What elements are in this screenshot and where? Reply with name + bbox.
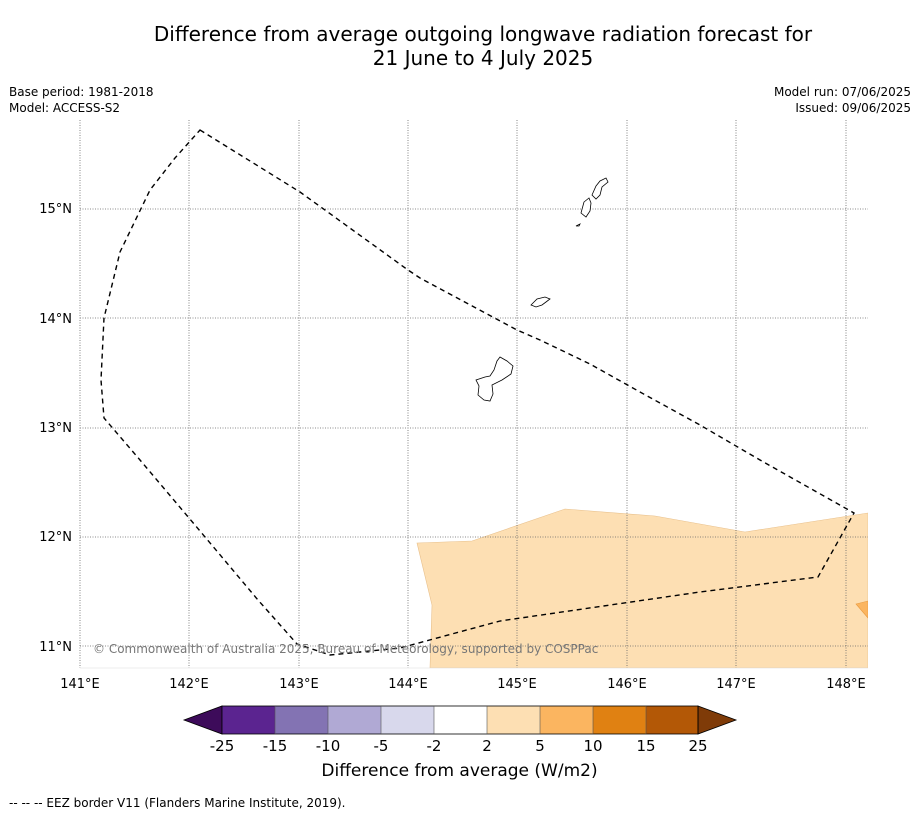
colorbar-tick: 5	[535, 737, 545, 755]
colorbar-dividers	[274, 706, 647, 734]
lon-label: 146°E	[607, 677, 647, 692]
rota-island	[530, 296, 551, 308]
title-line-2: 21 June to 4 July 2025	[372, 46, 594, 70]
colorbar-tick: 10	[583, 737, 602, 755]
islands	[475, 177, 609, 402]
tinian-island	[580, 197, 592, 218]
title-line-1: Difference from average outgoing longwav…	[153, 22, 813, 46]
colorbar-tick: -10	[316, 737, 341, 755]
colorbar-segment	[434, 706, 487, 734]
anomaly-region-5-to-10	[855, 600, 868, 619]
colorbar-tick: -25	[210, 737, 235, 755]
colorbar-segment	[487, 706, 540, 734]
colorbar-tick: -2	[427, 737, 442, 755]
lon-label: 143°E	[279, 677, 319, 692]
colorbar-segment	[381, 706, 434, 734]
colorbar-label-text: Difference from average (W/m2)	[321, 761, 598, 781]
colorbar-outline	[221, 705, 699, 735]
colorbar-segment	[646, 706, 698, 734]
colorbar-label: Difference from average (W/m2)	[0, 761, 919, 781]
eez-footnote: -- -- -- EEZ border V11 (Flanders Marine…	[9, 796, 346, 810]
colorbar-segment	[593, 706, 646, 734]
colorbar-tick: 15	[636, 737, 655, 755]
colorbar-segment	[222, 706, 275, 734]
base-period: Base period: 1981-2018	[9, 85, 154, 99]
lat-label: 11°N	[39, 640, 72, 655]
map-title: Difference from average outgoing longwav…	[0, 22, 919, 70]
model-name: Model: ACCESS-S2	[9, 101, 121, 115]
colorbar-max-arrow	[697, 705, 738, 735]
lon-label: 145°E	[497, 677, 537, 692]
lat-label: 14°N	[39, 312, 72, 327]
colorbar-min-arrow	[182, 705, 223, 735]
colorbar-tick: 2	[482, 737, 492, 755]
latitude-labels: 15°N 14°N 13°N 12°N 11°N	[39, 202, 72, 655]
colorbar-segment	[275, 706, 328, 734]
issued-date: Issued: 09/06/2025	[795, 101, 911, 115]
colorbar-segment	[540, 706, 593, 734]
lon-label: 147°E	[716, 677, 756, 692]
lon-label: 141°E	[60, 677, 100, 692]
lon-label: 144°E	[388, 677, 428, 692]
saipan-island	[591, 177, 609, 200]
anomaly-shading	[416, 508, 868, 668]
colorbar: -25 -15 -10 -5 -2 2 5 10 15 25	[182, 705, 738, 755]
meta-left: Base period: 1981-2018 Model: ACCESS-S2	[9, 84, 154, 116]
aguijan-island	[575, 223, 581, 227]
copyright-text: © Commonwealth of Australia 2025, Bureau…	[93, 642, 598, 656]
lon-label: 142°E	[169, 677, 209, 692]
model-run: Model run: 07/06/2025	[773, 85, 911, 99]
lon-label: 148°E	[826, 677, 866, 692]
eez-border	[100, 129, 855, 656]
anomaly-region-2-to-5	[416, 508, 868, 668]
longitude-labels: 141°E 142°E 143°E 144°E 145°E 146°E 147°…	[60, 677, 866, 692]
lat-label: 12°N	[39, 530, 72, 545]
colorbar-segment	[328, 706, 381, 734]
colorbar-tick: -5	[374, 737, 389, 755]
lat-label: 13°N	[39, 421, 72, 436]
lat-label: 15°N	[39, 202, 72, 217]
colorbar-tick: -15	[263, 737, 288, 755]
colorbar-tick: 25	[688, 737, 707, 755]
guam-island	[475, 356, 514, 402]
meta-right: Model run: 07/06/2025 Issued: 09/06/2025	[774, 84, 911, 116]
